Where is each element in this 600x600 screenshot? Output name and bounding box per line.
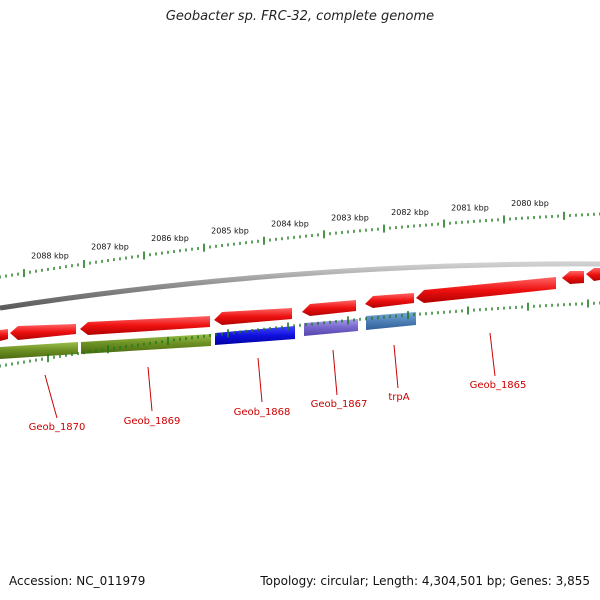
gene-label-geob-1867: Geob_1867 [311,399,368,410]
gene-arrow [416,277,556,303]
leader-geob-1868 [257,357,263,403]
gene-label-geob-1869: Geob_1869 [124,416,181,427]
gene-bar-geob-1870 [0,342,78,359]
kbp-tick-label: 2087 kbp [91,242,129,251]
kbp-tick-label: 2081 kbp [451,203,489,212]
kbp-tick-label: 2084 kbp [271,220,309,229]
genome-backbone [0,261,600,311]
leader-trpa [393,344,399,389]
gene-arrow [302,300,356,316]
gene-arrow [10,324,76,340]
kbp-tick-label: 2086 kbp [151,234,189,243]
gene-arrow [562,271,584,284]
kbp-tick-label: 2085 kbp [211,227,249,236]
gene-labels: Geob_1870 Geob_1869 Geob_1868 Geob_1867 … [29,380,527,433]
kbp-tick-label: 2088 kbp [31,251,69,260]
gene-arrow [80,316,210,335]
kbp-tick-label: 2083 kbp [331,214,369,223]
outer-scale: 2088 kbp 2087 kbp 2086 kbp 2085 kbp 2084 kbp… [0,199,600,279]
map-title: Geobacter sp. FRC-32, complete genome [165,9,435,24]
gene-arrow [365,293,414,308]
label-leaders [44,332,496,419]
leader-geob-1869 [147,366,153,412]
topology-text: Topology: circular; Length: 4,304,501 bp… [260,574,590,588]
kbp-tick-label: 2082 kbp [391,208,429,217]
leader-geob-1870 [44,374,58,419]
accession-text: Accession: NC_011979 [9,574,146,588]
gene-label-geob-1870: Geob_1870 [29,422,86,433]
gene-bar-geob-1867 [304,319,358,336]
forward-strand-track [0,268,600,341]
gene-arrow [586,268,600,281]
kbp-tick-label: 2080 kbp [511,199,549,208]
gene-arrow [0,329,8,341]
gene-label-trpa: trpA [388,392,409,403]
gene-label-geob-1868: Geob_1868 [234,407,291,418]
gene-label-geob-1865: Geob_1865 [470,380,527,391]
gene-bar-geob-1868 [215,326,295,345]
gene-arrow [214,308,292,325]
inner-scale [0,299,600,368]
leader-geob-1867 [332,349,338,396]
leader-geob-1865 [489,332,496,377]
